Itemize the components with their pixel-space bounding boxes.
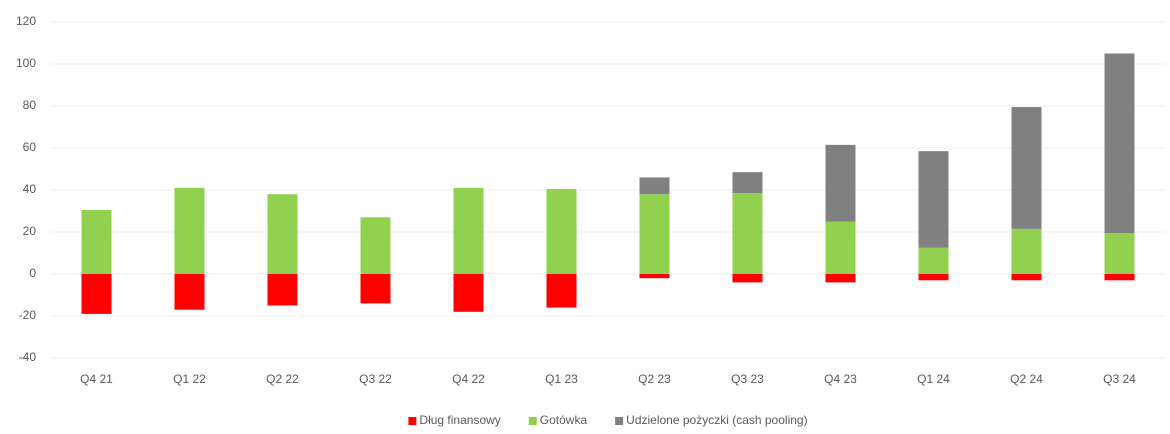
- y-tick-label: 80: [23, 98, 37, 112]
- x-tick-label: Q2 22: [266, 372, 299, 386]
- y-tick-label: 0: [29, 266, 36, 280]
- x-tick-label: Q3 23: [731, 372, 764, 386]
- legend-swatch: [408, 417, 417, 425]
- bar-segment: [732, 193, 763, 274]
- bar-segment: [639, 177, 670, 195]
- bar-segment: [918, 274, 949, 281]
- bar-segment: [360, 274, 391, 304]
- bar-segment: [918, 151, 949, 248]
- y-tick-label: 120: [16, 14, 36, 28]
- bar-segment: [825, 221, 856, 274]
- bar-segment: [639, 274, 670, 279]
- x-tick-label: Q1 23: [545, 372, 578, 386]
- y-tick-label: -40: [19, 350, 37, 364]
- bar-segment: [1011, 274, 1042, 281]
- legend-label: Dług finansowy: [419, 413, 500, 427]
- bar-segment: [453, 274, 484, 312]
- bar-segment: [174, 274, 205, 310]
- bar-segment: [81, 274, 112, 314]
- x-tick-label: Q3 22: [359, 372, 392, 386]
- bar-segment: [267, 274, 298, 306]
- bar-segment: [732, 172, 763, 194]
- x-tick-label: Q2 24: [1010, 372, 1043, 386]
- y-tick-label: 40: [23, 182, 37, 196]
- y-tick-label: 60: [23, 140, 37, 154]
- bar-segment: [453, 187, 484, 274]
- bar-segment: [1104, 274, 1135, 281]
- legend-swatch: [615, 417, 624, 425]
- x-tick-label: Q4 22: [452, 372, 485, 386]
- bar-segment: [1104, 233, 1135, 274]
- bar-segment: [174, 187, 205, 274]
- y-tick-label: 20: [23, 224, 37, 238]
- bar-segment: [825, 144, 856, 222]
- legend-label: Udzielone pożyczki (cash pooling): [626, 413, 807, 427]
- bar-segment: [360, 217, 391, 274]
- bar-segment: [918, 247, 949, 274]
- x-tick-label: Q2 23: [638, 372, 671, 386]
- bar-segment: [546, 188, 577, 274]
- y-tick-label: -20: [19, 308, 37, 322]
- bar-segment: [825, 274, 856, 283]
- bar-segment: [1011, 107, 1042, 229]
- x-tick-label: Q1 22: [173, 372, 206, 386]
- legend-swatch: [528, 417, 537, 425]
- bar-segment: [81, 209, 112, 274]
- legend: Dług finansowy Gotówka Udzielone pożyczki …: [408, 413, 808, 427]
- bar-segment: [639, 194, 670, 274]
- bar-segment: [546, 274, 577, 308]
- bar-segment: [1104, 53, 1135, 234]
- bar-segment: [267, 194, 298, 274]
- x-tick-label: Q4 23: [824, 372, 857, 386]
- x-tick-label: Q4 21: [80, 372, 113, 386]
- bar-segment: [1011, 228, 1042, 274]
- x-tick-label: Q1 24: [917, 372, 950, 386]
- legend-label: Gotówka: [540, 413, 588, 427]
- x-tick-label: Q3 24: [1103, 372, 1136, 386]
- bar-segment: [732, 274, 763, 283]
- y-tick-label: 100: [16, 56, 36, 70]
